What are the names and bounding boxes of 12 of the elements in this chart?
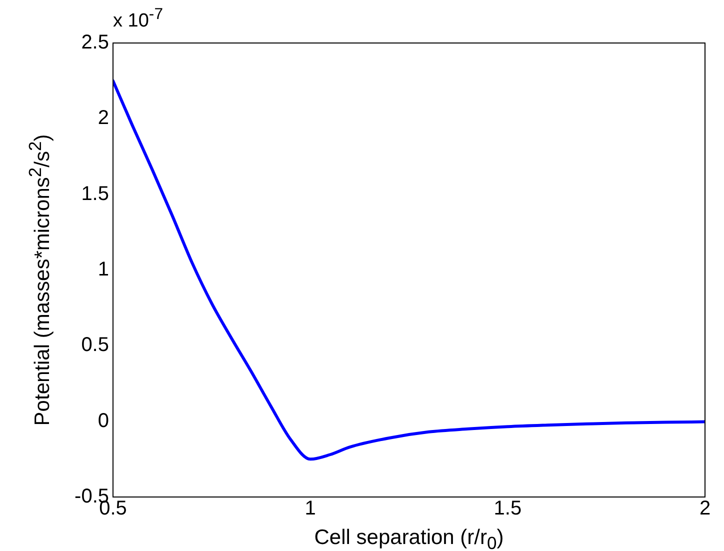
x-axis-title: Cell separation (r/r$_{0}$) xyxy=(314,526,504,551)
y-tick-label: 2 xyxy=(98,107,109,130)
y-tick-label: 0.5 xyxy=(81,334,109,356)
line-series xyxy=(113,79,705,461)
x-tick-label: 1 xyxy=(304,498,316,520)
y-tick-label: 1 xyxy=(98,258,109,281)
y-tick-label: 2.5 xyxy=(81,32,109,54)
x-tick-label: 2 xyxy=(699,498,711,520)
y-tick-label: 1.5 xyxy=(81,182,109,205)
x-tick-label: 1.5 xyxy=(494,498,522,520)
text: x 10$^{-7}$ xyxy=(113,6,163,32)
y-tick-label: 0 xyxy=(98,410,109,432)
